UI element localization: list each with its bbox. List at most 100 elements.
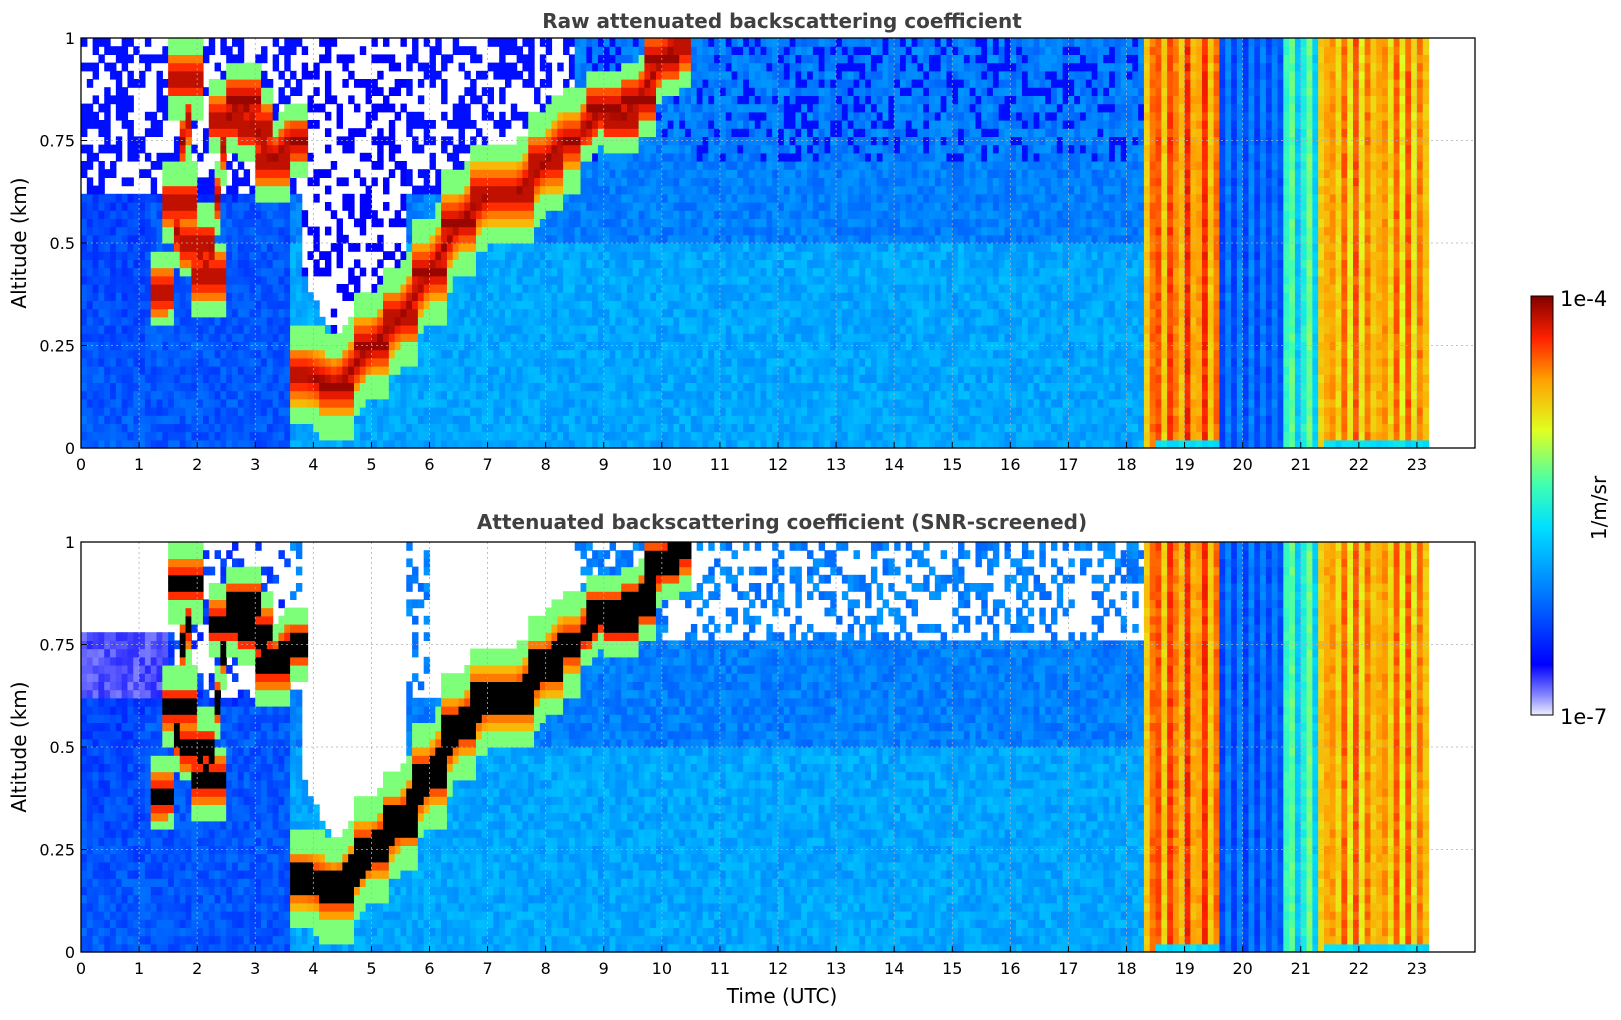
heatmap-cell xyxy=(168,292,174,301)
heatmap-cell xyxy=(313,440,319,449)
heatmap-cell xyxy=(534,145,540,154)
heatmap-cell xyxy=(662,259,668,268)
heatmap-cell xyxy=(273,243,279,252)
heatmap-cell xyxy=(162,153,168,162)
heatmap-cell xyxy=(726,54,732,63)
heatmap-cell xyxy=(395,268,401,277)
heatmap-cell xyxy=(528,440,534,449)
heatmap-cell xyxy=(93,227,99,236)
heatmap-cell xyxy=(337,284,343,293)
heatmap-cell xyxy=(302,333,308,342)
heatmap-cell xyxy=(290,268,296,277)
heatmap-cell xyxy=(232,235,238,244)
heatmap-cell xyxy=(162,235,168,244)
heatmap-cell xyxy=(180,161,186,170)
heatmap-cell xyxy=(522,186,528,195)
heatmap-cell xyxy=(98,309,104,318)
heatmap-cell xyxy=(296,79,302,88)
heatmap-cell xyxy=(557,374,563,383)
heatmap-cell xyxy=(278,366,284,375)
heatmap-cell xyxy=(302,46,308,55)
heatmap-cell xyxy=(441,177,447,186)
heatmap-cell xyxy=(621,432,627,441)
heatmap-cell xyxy=(116,153,122,162)
heatmap-cell xyxy=(151,218,157,227)
heatmap-cell xyxy=(261,374,267,383)
heatmap-cell xyxy=(551,432,557,441)
heatmap-cell xyxy=(569,284,575,293)
heatmap-cell xyxy=(569,104,575,113)
heatmap-cell xyxy=(220,317,226,326)
heatmap-cell xyxy=(708,104,714,113)
heatmap-cell xyxy=(302,399,308,408)
heatmap-cell xyxy=(517,317,523,326)
heatmap-cell xyxy=(319,374,325,383)
heatmap-cell xyxy=(267,399,273,408)
heatmap-cell xyxy=(668,218,674,227)
heatmap-cell xyxy=(604,382,610,391)
heatmap-cell xyxy=(104,325,110,334)
heatmap-cell xyxy=(621,79,627,88)
heatmap-cell xyxy=(261,79,267,88)
heatmap-cell xyxy=(610,153,616,162)
heatmap-cell xyxy=(627,259,633,268)
heatmap-cell xyxy=(203,251,209,260)
heatmap-cell xyxy=(726,350,732,359)
heatmap-cell xyxy=(325,432,331,441)
heatmap-cell xyxy=(273,268,279,277)
heatmap-cell xyxy=(122,112,128,121)
heatmap-cell xyxy=(348,71,354,80)
heatmap-cell xyxy=(673,169,679,178)
heatmap-cell xyxy=(749,120,755,129)
heatmap-cell xyxy=(581,112,587,121)
heatmap-cell xyxy=(238,366,244,375)
heatmap-cell xyxy=(493,276,499,285)
heatmap-cell xyxy=(325,399,331,408)
heatmap-cell xyxy=(232,153,238,162)
heatmap-cell xyxy=(273,292,279,301)
heatmap-cell xyxy=(644,251,650,260)
heatmap-cell xyxy=(302,169,308,178)
heatmap-cell xyxy=(377,350,383,359)
heatmap-cell xyxy=(93,284,99,293)
heatmap-cell xyxy=(168,161,174,170)
heatmap-cell xyxy=(209,218,215,227)
heatmap-cell xyxy=(569,243,575,252)
heatmap-cell xyxy=(557,243,563,252)
heatmap-cell xyxy=(621,423,627,432)
heatmap-cell xyxy=(575,128,581,137)
heatmap-cell xyxy=(157,325,163,334)
heatmap-cell xyxy=(354,79,360,88)
heatmap-cell xyxy=(278,87,284,96)
heatmap-cell xyxy=(563,415,569,424)
heatmap-cell xyxy=(650,38,656,47)
heatmap-cell xyxy=(116,317,122,326)
heatmap-cell xyxy=(470,309,476,318)
heatmap-cell xyxy=(464,407,470,416)
heatmap-cell xyxy=(749,309,755,318)
heatmap-cell xyxy=(87,440,93,449)
heatmap-cell xyxy=(575,95,581,104)
heatmap-cell xyxy=(430,202,436,211)
heatmap-cell xyxy=(122,276,128,285)
heatmap-cell xyxy=(290,161,296,170)
heatmap-cell xyxy=(209,259,215,268)
heatmap-cell xyxy=(267,309,273,318)
heatmap-cell xyxy=(743,169,749,178)
heatmap-cell xyxy=(290,169,296,178)
heatmap-cell xyxy=(290,71,296,80)
heatmap-cell xyxy=(528,177,534,186)
heatmap-cell xyxy=(168,218,174,227)
heatmap-cell xyxy=(563,440,569,449)
heatmap-cell xyxy=(511,227,517,236)
heatmap-cell xyxy=(732,391,738,400)
heatmap-cell xyxy=(87,120,93,129)
heatmap-cell xyxy=(749,325,755,334)
heatmap-cell xyxy=(290,210,296,219)
heatmap-cell xyxy=(81,276,87,285)
heatmap-cell xyxy=(569,333,575,342)
heatmap-cell xyxy=(464,120,470,129)
heatmap-cell xyxy=(627,71,633,80)
heatmap-cell xyxy=(586,46,592,55)
heatmap-cell xyxy=(406,350,412,359)
